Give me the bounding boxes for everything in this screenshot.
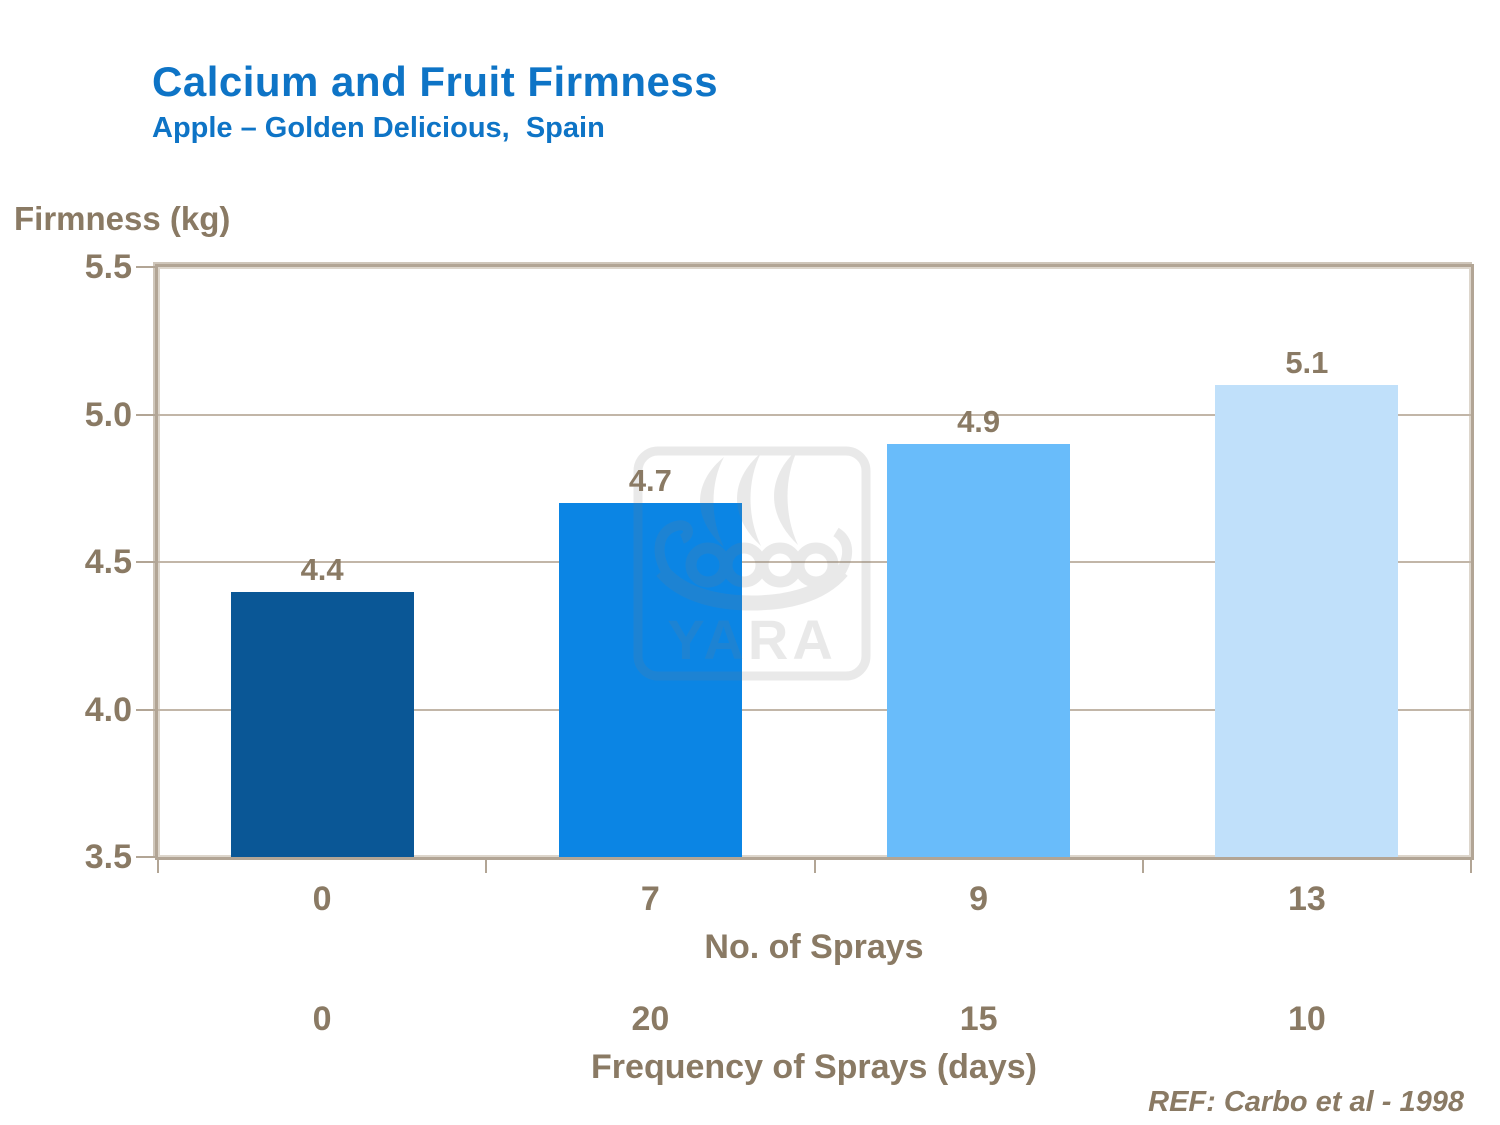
bar-value-label: 4.9 <box>957 404 1001 439</box>
gridline-5 <box>158 413 1471 416</box>
x-tick-mark <box>157 860 159 873</box>
chart-title: Calcium and Fruit Firmness <box>152 58 719 105</box>
y-tick-label-4.5: 4.5 <box>84 543 132 581</box>
bar-0 <box>230 591 414 857</box>
y-tick-mark <box>136 856 155 858</box>
bar-7 <box>558 503 742 857</box>
y-tick-label-4.0: 4.0 <box>84 690 132 729</box>
watermark-text: YARA <box>667 608 837 671</box>
reference-text: REF: Carbo et al - 1998 <box>1148 1086 1464 1118</box>
x-category-label-9: 9 <box>969 880 989 918</box>
x-category-label-0: 0 <box>312 880 332 918</box>
y-tick-mark <box>136 413 155 416</box>
x-tick-mark <box>1141 860 1144 873</box>
bar-value-label: 4.4 <box>300 551 344 587</box>
bar-value-label: 4.7 <box>628 463 672 498</box>
y-tick-label-5.5: 5.5 <box>84 248 132 286</box>
y-tick-mark <box>136 266 155 268</box>
x-axis-title-primary: No. of Sprays <box>704 928 924 966</box>
bar-9 <box>887 444 1071 857</box>
x-tick-mark <box>1470 860 1472 873</box>
bar-value-label: 5.1 <box>1285 345 1329 380</box>
y-tick-mark <box>136 708 155 711</box>
y-tick-mark <box>136 561 155 563</box>
x-category-label-7: 7 <box>640 880 660 918</box>
gridline-4.5 <box>158 561 1471 563</box>
viking-ship-icon <box>700 449 798 547</box>
plot-area: 4.4 4.7 4.9 5.1 YARA <box>155 264 1474 860</box>
x-tick-mark <box>485 860 488 873</box>
y-axis-title: Firmness (kg) <box>14 200 231 237</box>
y-tick-label-3.5: 3.5 <box>84 838 132 876</box>
chart-subtitle: Apple – Golden Delicious, Spain <box>152 112 605 144</box>
yara-watermark-icon: YARA <box>633 446 871 681</box>
y-tick-label-5.0: 5.0 <box>84 395 132 434</box>
x-secondary-label-15: 15 <box>959 1000 998 1038</box>
x-secondary-label-0: 0 <box>312 1000 332 1038</box>
bar-13 <box>1215 385 1399 857</box>
x-secondary-label-20: 20 <box>631 1000 670 1038</box>
x-category-label-13: 13 <box>1287 880 1326 918</box>
gridline-4 <box>158 708 1471 711</box>
x-tick-mark <box>813 860 816 873</box>
x-axis-title-secondary: Frequency of Sprays (days) <box>591 1048 1037 1086</box>
x-secondary-label-10: 10 <box>1287 1000 1326 1038</box>
